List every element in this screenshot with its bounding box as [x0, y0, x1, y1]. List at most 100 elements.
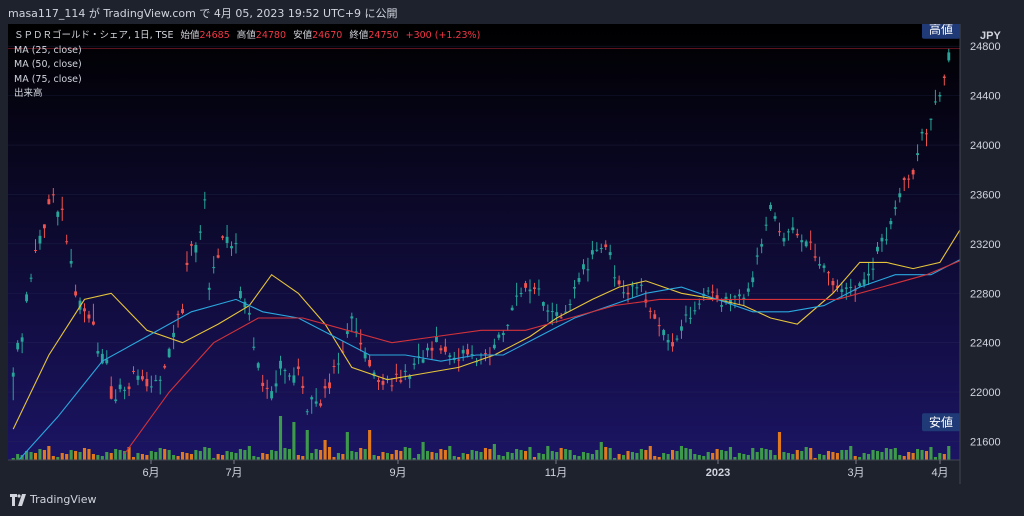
volume-bar	[203, 447, 207, 460]
volume-bar	[145, 455, 149, 460]
price-axis[interactable]	[960, 24, 1016, 484]
volume-bar	[492, 444, 496, 460]
legend-volume[interactable]: 出来高	[14, 88, 43, 99]
volume-bar	[336, 453, 340, 460]
candle-body	[720, 305, 723, 307]
time-axis[interactable]	[8, 460, 960, 484]
candle-body	[381, 381, 385, 385]
candle-body	[390, 385, 394, 387]
candle-body	[528, 289, 532, 292]
candle-body	[377, 380, 380, 382]
volume-bar	[319, 450, 323, 460]
volume-bar	[56, 457, 60, 460]
ma-line-25	[12, 157, 1008, 430]
candle-body	[706, 290, 710, 292]
candle-body	[11, 372, 15, 377]
time-tick: 4月	[931, 467, 948, 479]
tradingview-brand: TradingView	[30, 493, 97, 506]
candle-body	[38, 235, 42, 244]
candle-body	[109, 386, 113, 399]
volume-bar	[720, 450, 724, 460]
volume-bar	[292, 422, 296, 460]
candle-body	[305, 411, 309, 413]
currency-label: JPY	[980, 30, 1001, 42]
volume-bar	[381, 452, 385, 460]
candle-body	[105, 359, 109, 364]
volume-bar	[826, 451, 831, 460]
candle-body	[403, 370, 407, 372]
candle-body	[671, 342, 674, 347]
legend-ma50[interactable]: MA (50, close)	[14, 59, 82, 70]
price-tick-labels: 21600 22000 22400 22800 23200 23600 24000 24400…	[970, 41, 1001, 448]
price-chart[interactable]: 21600 22000 22400 22800 23200 23600 24000 24400…	[8, 24, 1016, 484]
candle-body	[617, 280, 621, 285]
volume-bar	[461, 453, 465, 460]
volume-bar	[212, 458, 216, 460]
volume-bar	[78, 452, 82, 460]
volume-bar	[172, 455, 176, 460]
volume-bar	[795, 450, 799, 460]
open-label: 始値	[180, 30, 200, 41]
low-value: 24670	[312, 30, 343, 41]
volume-bar	[555, 452, 559, 460]
volume-bar	[947, 446, 951, 460]
volume-bar	[296, 455, 300, 460]
candle-body	[590, 250, 594, 255]
candle-body	[933, 101, 937, 103]
candle-body	[448, 355, 452, 357]
legend-ma25[interactable]: MA (25, close)	[14, 44, 82, 56]
candle-body	[809, 241, 813, 243]
volume-bar	[363, 449, 367, 460]
volume-bar	[350, 451, 354, 460]
candle-body	[835, 285, 839, 288]
candle-body	[296, 366, 300, 369]
change-value: +300 (+1.23%)	[405, 30, 481, 41]
candle-body	[510, 307, 514, 311]
candle-body	[457, 359, 461, 361]
volume-bar	[898, 455, 902, 460]
volume-bar	[924, 451, 929, 460]
volume-bar	[572, 455, 577, 460]
volume-bar	[167, 450, 171, 460]
candle-body	[399, 380, 403, 382]
candle-body	[782, 238, 786, 242]
candle-body	[559, 317, 563, 319]
candle-body	[853, 289, 857, 291]
candle-body	[212, 267, 216, 269]
volume-bar	[425, 451, 430, 460]
time-tick: 7月	[225, 467, 242, 479]
volume-bar	[256, 457, 260, 460]
volume-bar	[247, 446, 251, 460]
candle-body	[791, 227, 795, 231]
candle-body	[497, 334, 501, 338]
legend-ma75[interactable]: MA (75, close)	[14, 73, 82, 85]
volume-bar	[408, 448, 412, 460]
volume-bar	[590, 454, 594, 460]
candle-body	[568, 304, 572, 306]
high-marker-badge	[922, 24, 960, 39]
candle-body	[546, 310, 550, 312]
candle-body	[65, 241, 69, 243]
volume-bar	[20, 455, 24, 460]
volume-bar	[849, 446, 853, 460]
volume-bar	[225, 451, 229, 460]
candle-body	[524, 283, 527, 288]
candle-body	[34, 250, 37, 252]
candle-body	[742, 297, 746, 300]
candle-body	[867, 273, 871, 276]
chart-legend[interactable]: ＳＰＤＲゴールド・シェア, 1日, TSE 始値24685 高値24780 安値…	[14, 29, 480, 102]
volume-bar	[354, 452, 358, 460]
low-marker-label: 安値	[929, 414, 953, 429]
volume-bar	[528, 447, 532, 460]
tradingview-logo[interactable]: TradingView	[10, 493, 96, 506]
volume-bar	[16, 454, 20, 460]
candle-body	[648, 310, 652, 312]
volume-bar	[746, 455, 750, 460]
price-tick: 22000	[970, 387, 1001, 399]
candle-body	[426, 347, 429, 351]
low-marker-badge	[922, 413, 960, 432]
open-value: 24685	[199, 30, 230, 41]
candle-body	[225, 236, 229, 243]
candle-body	[279, 360, 282, 369]
candle-body	[519, 293, 523, 295]
